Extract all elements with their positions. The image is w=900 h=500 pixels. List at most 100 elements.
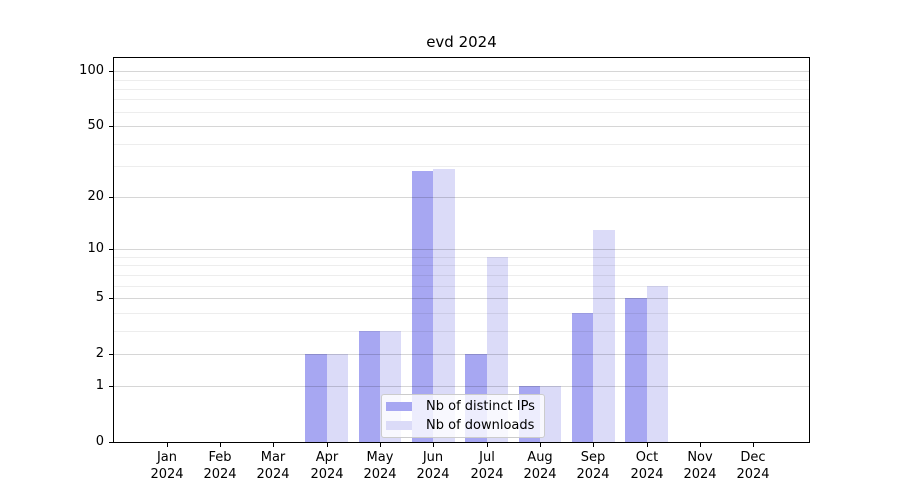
x-tick-label: Jul 2024 xyxy=(447,449,527,483)
gridline-minor xyxy=(114,80,809,81)
x-tick-year: 2024 xyxy=(736,467,770,482)
gridline-minor xyxy=(114,286,809,287)
plot-area: Nb of distinct IPs Nb of downloads xyxy=(113,57,810,443)
bar-downloads xyxy=(433,168,455,442)
gridline-major xyxy=(114,249,809,250)
y-tick-label: 5 xyxy=(95,290,104,305)
x-tick-label: Jan 2024 xyxy=(127,449,207,483)
bar-distinct-ips xyxy=(305,353,327,442)
x-tick-month: Sep xyxy=(580,450,606,465)
x-tick-mark xyxy=(327,443,328,447)
y-tick-mark xyxy=(109,354,113,355)
gridline-minor xyxy=(114,331,809,332)
x-tick-mark xyxy=(753,443,754,447)
bar-downloads xyxy=(593,229,615,442)
bar-distinct-ips xyxy=(571,312,594,442)
gridline-minor xyxy=(114,275,809,276)
x-tick-mark xyxy=(380,443,381,447)
x-tick-year: 2024 xyxy=(416,467,450,482)
gridline-minor xyxy=(114,265,809,266)
legend-label-distinct-ips: Nb of distinct IPs xyxy=(426,398,535,414)
x-tick-year: 2024 xyxy=(470,467,504,482)
x-tick-label: Jun 2024 xyxy=(393,449,473,483)
x-tick-label: Sep 2024 xyxy=(553,449,633,483)
x-tick-month: Jul xyxy=(479,450,495,465)
x-tick-label: Dec 2024 xyxy=(713,449,793,483)
x-tick-mark xyxy=(700,443,701,447)
legend-swatch-downloads-icon xyxy=(386,421,412,431)
x-tick-mark xyxy=(593,443,594,447)
x-tick-year: 2024 xyxy=(363,467,397,482)
x-tick-label: May 2024 xyxy=(340,449,420,483)
legend-label-downloads: Nb of downloads xyxy=(426,418,535,434)
y-tick-mark xyxy=(109,126,113,127)
gridline-major xyxy=(114,354,809,355)
y-tick-mark xyxy=(109,197,113,198)
x-tick-month: Oct xyxy=(635,450,659,465)
gridline-minor xyxy=(114,166,809,167)
gridline-minor xyxy=(114,313,809,314)
y-tick-label: 100 xyxy=(79,63,104,78)
gridline-minor xyxy=(114,144,809,145)
gridline-major xyxy=(114,197,809,198)
y-tick-label: 20 xyxy=(87,189,104,204)
x-tick-mark xyxy=(433,443,434,447)
y-tick-mark xyxy=(109,442,113,443)
gridline-minor xyxy=(114,257,809,258)
x-tick-month: Jan xyxy=(156,450,178,465)
x-tick-year: 2024 xyxy=(683,467,717,482)
bar-distinct-ips xyxy=(412,171,434,442)
x-tick-mark xyxy=(220,443,221,447)
x-tick-month: Mar xyxy=(260,450,286,465)
x-tick-mark xyxy=(647,443,648,447)
x-tick-label: Feb 2024 xyxy=(180,449,260,483)
y-tick-label: 1 xyxy=(95,378,104,393)
legend-swatch-distinct-ips-icon xyxy=(386,401,412,411)
gridline-major xyxy=(114,298,809,299)
y-tick-label: 0 xyxy=(95,434,104,449)
y-tick-label: 50 xyxy=(87,118,104,133)
gridline-major xyxy=(114,126,809,127)
legend-item-downloads: Nb of downloads xyxy=(386,418,538,435)
y-tick-mark xyxy=(109,386,113,387)
x-tick-year: 2024 xyxy=(150,467,184,482)
gridline-minor xyxy=(114,112,809,113)
x-tick-mark xyxy=(487,443,488,447)
bar-distinct-ips xyxy=(358,330,380,442)
y-tick-label: 2 xyxy=(95,346,104,361)
x-tick-year: 2024 xyxy=(523,467,557,482)
x-tick-month: Feb xyxy=(208,450,232,465)
x-tick-month: Dec xyxy=(740,450,766,465)
bar-downloads xyxy=(539,386,562,442)
bar-distinct-ips xyxy=(625,298,647,442)
x-tick-month: Jun xyxy=(422,450,444,465)
y-tick-mark xyxy=(109,71,113,72)
x-tick-mark xyxy=(540,443,541,447)
x-tick-label: Mar 2024 xyxy=(233,449,313,483)
x-tick-year: 2024 xyxy=(576,467,610,482)
gridline-major xyxy=(114,71,809,72)
gridline-minor xyxy=(114,99,809,100)
x-tick-mark xyxy=(167,443,168,447)
chart-title: evd 2024 xyxy=(426,33,497,51)
x-tick-year: 2024 xyxy=(203,467,237,482)
x-tick-month: Aug xyxy=(527,450,553,465)
legend: Nb of distinct IPs Nb of downloads xyxy=(381,394,545,438)
x-tick-month: Apr xyxy=(315,450,339,465)
x-tick-month: May xyxy=(366,450,394,465)
x-tick-label: Oct 2024 xyxy=(607,449,687,483)
x-tick-month: Nov xyxy=(687,450,713,465)
y-tick-mark xyxy=(109,298,113,299)
bar-downloads xyxy=(326,353,348,442)
bar-downloads xyxy=(646,285,668,442)
x-tick-year: 2024 xyxy=(256,467,290,482)
x-tick-label: Nov 2024 xyxy=(660,449,740,483)
x-tick-year: 2024 xyxy=(310,467,344,482)
gridline-major xyxy=(114,386,809,387)
legend-item-distinct-ips: Nb of distinct IPs xyxy=(386,398,538,415)
x-tick-mark xyxy=(273,443,274,447)
y-tick-label: 10 xyxy=(87,241,104,256)
x-tick-label: Apr 2024 xyxy=(287,449,367,483)
gridline-minor xyxy=(114,89,809,90)
